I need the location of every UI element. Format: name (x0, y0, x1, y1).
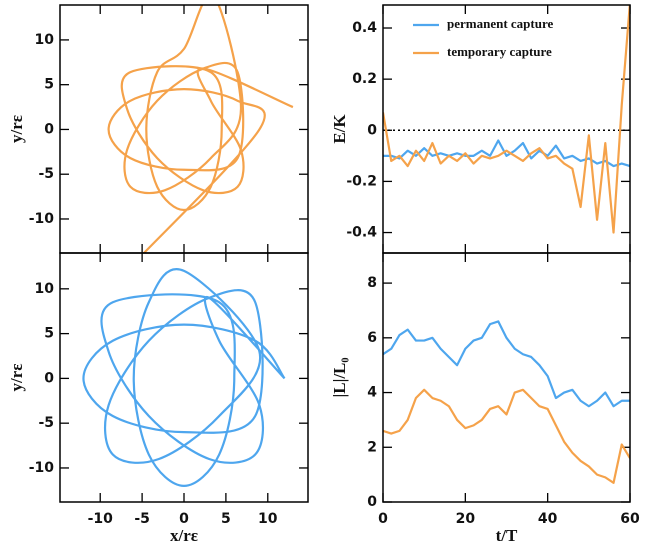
y-axis-label: |L|/L₀ (330, 358, 349, 398)
frame (382, 4, 631, 254)
y-tick-label: 4 (367, 385, 377, 401)
x-axis-label: t/T (496, 526, 518, 545)
panel: -10 -5 0 5 10 -10 -5 0 5 10 x/rε y/rε (7, 252, 309, 545)
y-tick-label: 8 (367, 275, 377, 291)
frame (59, 4, 309, 254)
y-tick-label: -5 (38, 166, 54, 182)
y-tick-label: 0.4 (352, 20, 377, 36)
x-tick-label: 10 (258, 511, 278, 527)
y-tick-label: 10 (35, 32, 55, 48)
y-axis-label: E/K (330, 114, 349, 144)
y-tick-label: 2 (367, 439, 377, 455)
y-tick-label: -5 (38, 415, 54, 431)
x-tick-label: 0 (179, 511, 189, 527)
series-line (107, 5, 294, 253)
panel: -0.4 -0.2 0 0.2 0.4 permanent capture temporar… (330, 4, 631, 254)
x-tick-label: 0 (378, 511, 388, 527)
y-tick-label: 5 (44, 77, 54, 93)
y-tick-label: -10 (29, 460, 55, 476)
x-tick-label: -5 (134, 511, 150, 527)
y-tick-label: 0.2 (352, 71, 377, 87)
series-line (82, 268, 286, 487)
frame (59, 252, 309, 503)
x-tick-label: 20 (456, 511, 476, 527)
series-line (383, 388, 630, 484)
y-tick-label: 0 (367, 494, 377, 510)
frame (382, 252, 631, 503)
y-axis-label: y/rε (7, 115, 26, 143)
series-line (383, 320, 630, 408)
y-tick-label: -0.4 (346, 225, 377, 241)
legend-label: temporary capture (447, 44, 552, 59)
panel: -10 -5 0 5 10 y/rε (7, 4, 309, 254)
y-tick-label: 0 (44, 121, 54, 137)
y-tick-label: 6 (367, 330, 377, 346)
legend-label: permanent capture (447, 16, 554, 31)
y-tick-label: -10 (29, 211, 55, 227)
y-tick-label: -0.2 (346, 173, 377, 189)
series-line (383, 5, 630, 234)
x-tick-label: 60 (620, 511, 640, 527)
y-tick-label: 5 (44, 326, 54, 342)
x-tick-label: -10 (88, 511, 114, 527)
y-tick-label: 0 (367, 122, 377, 138)
y-tick-label: 10 (35, 281, 55, 297)
x-tick-label: 5 (221, 511, 231, 527)
y-tick-label: 0 (44, 370, 54, 386)
x-tick-label: 40 (538, 511, 558, 527)
series-line (383, 139, 630, 168)
x-axis-label: x/rε (170, 526, 198, 545)
panel: 0 20 40 60 0 2 4 6 8 t/T |L|/L₀ (330, 252, 640, 545)
y-axis-label: y/rε (7, 363, 26, 391)
